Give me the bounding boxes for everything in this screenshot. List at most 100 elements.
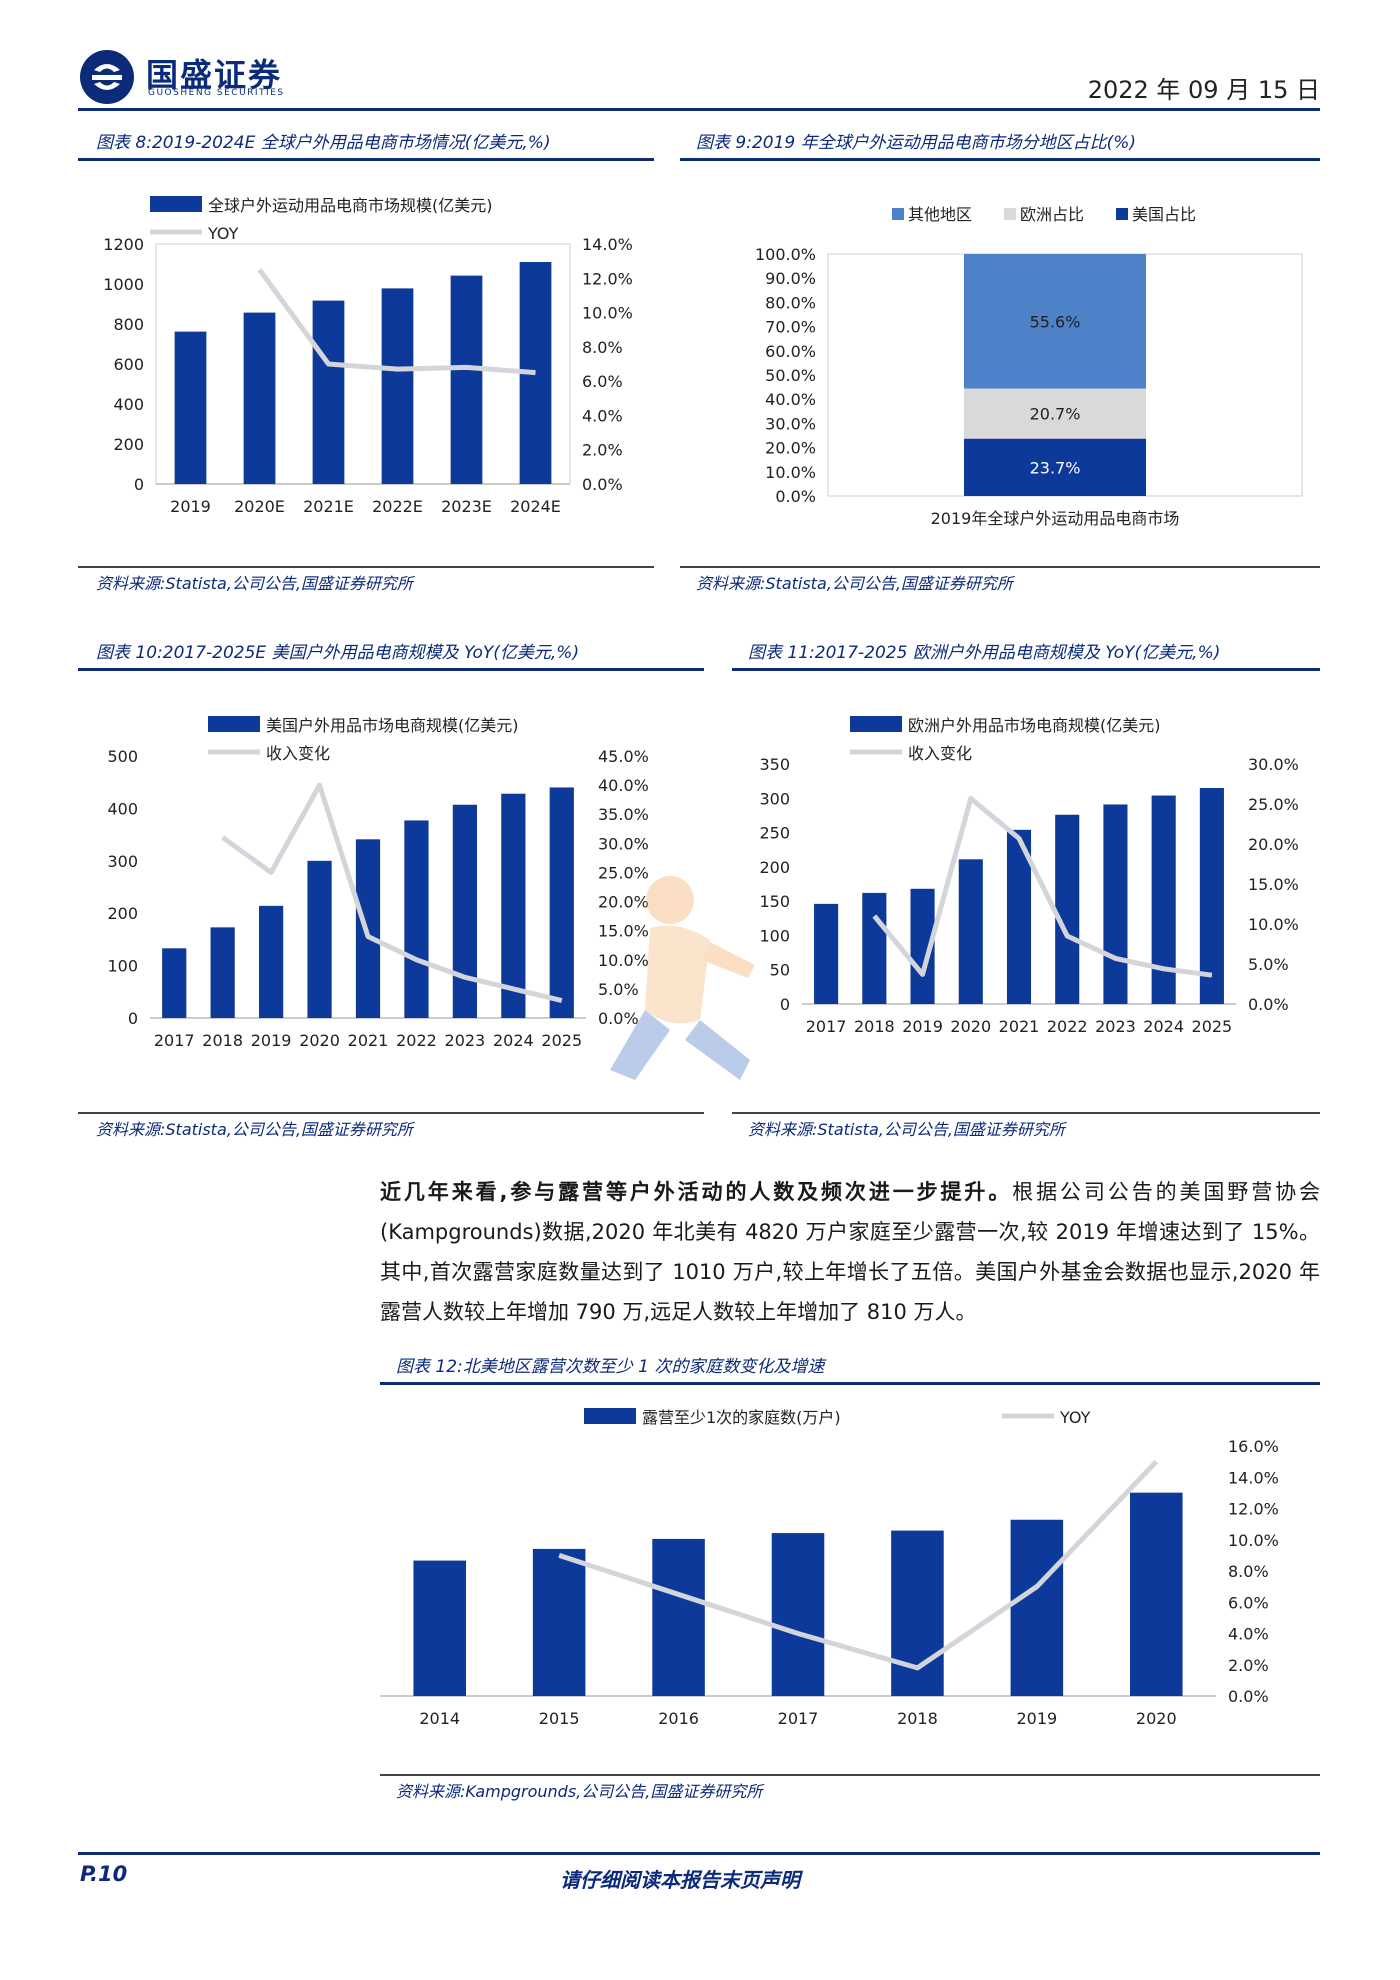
x-tick-label: 2020 xyxy=(1136,1709,1177,1728)
y2-tick-label: 10.0% xyxy=(598,951,649,970)
y2-tick-label: 30.0% xyxy=(598,834,649,853)
fig12-bottom-rule xyxy=(380,1774,1320,1776)
x-tick-label: 2020E xyxy=(234,497,285,516)
fig11-title: 图表 11:2017-2025 欧洲户外用品电商规模及 YoY(亿美元,%) xyxy=(748,643,1221,663)
segment-data-label: 23.7% xyxy=(1030,458,1081,477)
y2-tick-label: 12.0% xyxy=(582,269,633,288)
fig10-source: 资料来源:Statista,公司公告,国盛证券研究所 xyxy=(96,1120,413,1139)
legend-label: 美国占比 xyxy=(1132,205,1196,224)
legend-label-bar: 全球户外运动用品电商市场规模(亿美元) xyxy=(208,196,493,215)
y-tick-label: 90.0% xyxy=(765,269,816,288)
fig9-title: 图表 9:2019 年全球户外运动用品电商市场分地区占比(%) xyxy=(696,133,1137,153)
fig9-source: 资料来源:Statista,公司公告,国盛证券研究所 xyxy=(696,574,1013,593)
fig8-bottom-rule xyxy=(78,566,654,568)
x-tick-label: 2019 xyxy=(170,497,211,516)
guosheng-logo-icon xyxy=(80,50,134,104)
header-rule xyxy=(78,108,1320,111)
y2-tick-label: 2.0% xyxy=(1228,1656,1269,1675)
fig12-top-rule xyxy=(380,1382,1320,1385)
y-tick-label: 0.0% xyxy=(775,487,816,506)
y2-tick-label: 14.0% xyxy=(582,235,633,254)
y2-tick-label: 40.0% xyxy=(598,776,649,795)
footer-disclaimer: 请仔细阅读本报告末页声明 xyxy=(560,1868,800,1892)
y-tick-label: 0 xyxy=(780,995,790,1014)
y-tick-label: 10.0% xyxy=(765,463,816,482)
y-tick-label: 0 xyxy=(128,1009,138,1028)
x-tick-label: 2022 xyxy=(396,1031,437,1050)
yoy-line xyxy=(257,268,536,376)
page-number: P.10 xyxy=(80,1862,128,1886)
bar xyxy=(771,1533,825,1696)
y2-tick-label: 15.0% xyxy=(1248,875,1299,894)
legend-label-line: YOY xyxy=(1059,1408,1091,1427)
y-tick-label: 800 xyxy=(113,315,144,334)
x-tick-label: 2019 xyxy=(251,1031,292,1050)
y2-tick-label: 25.0% xyxy=(598,863,649,882)
y-tick-label: 500 xyxy=(107,747,138,766)
fig9-chart: 0.0% 10.0% 20.0% 30.0% 40.0% 50.0% 60.0% 70.0% 8… xyxy=(755,205,1303,528)
x-tick-label: 2017 xyxy=(154,1031,195,1050)
fig10-chart: 0 100 200 300 400 500 0.0% 5.0% 10.0% 15.0% 20.0% 2… xyxy=(107,716,649,1050)
legend-swatch-bar xyxy=(584,1408,636,1424)
y2-tick-label: 8.0% xyxy=(1228,1562,1269,1581)
y2-tick-label: 6.0% xyxy=(582,372,623,391)
plot-frame xyxy=(155,243,571,485)
y-tick-label: 1000 xyxy=(103,275,144,294)
bar xyxy=(862,892,887,1004)
y2-tick-label: 20.0% xyxy=(598,893,649,912)
bar xyxy=(1199,788,1224,1004)
fig8-chart: 0 200 400 600 800 1000 1200 0.0% 2.0% 4.0% 6.0% 8.0… xyxy=(103,196,633,516)
y-tick-label: 1200 xyxy=(103,235,144,254)
y2-tick-label: 30.0% xyxy=(1248,755,1299,774)
y2-tick-label: 14.0% xyxy=(1228,1468,1279,1487)
legend-label-bar: 欧洲户外用品市场电商规模(亿美元) xyxy=(908,716,1161,735)
legend-swatch-bar xyxy=(850,716,902,732)
yoy-line xyxy=(221,782,563,1003)
legend-label-bar: 美国户外用品市场电商规模(亿美元) xyxy=(266,716,519,735)
y2-tick-label: 16.0% xyxy=(1228,1437,1279,1456)
y-tick-label: 200 xyxy=(113,435,144,454)
y-tick-label: 300 xyxy=(107,852,138,871)
y-tick-label: 200 xyxy=(759,858,790,877)
fig9-bottom-rule xyxy=(680,566,1320,568)
legend-swatch-bar xyxy=(208,716,260,732)
bar xyxy=(652,1538,705,1696)
bar xyxy=(174,331,207,484)
y-tick-label: 350 xyxy=(759,755,790,774)
y-tick-label: 40.0% xyxy=(765,390,816,409)
bar xyxy=(814,903,839,1004)
body-text: 根据公司公告的美国野营协会(Kampgrounds)数据,2020 年北美有 4… xyxy=(380,1180,1320,1324)
stacked-segment xyxy=(964,254,1146,389)
y2-tick-label: 5.0% xyxy=(1248,955,1289,974)
bar xyxy=(891,1530,944,1696)
logo-subtext: GUOSHENG SECURITIES xyxy=(148,88,285,98)
y-tick-label: 250 xyxy=(759,824,790,843)
y2-tick-label: 5.0% xyxy=(598,980,639,999)
logo-text: 国盛证券 xyxy=(146,56,283,94)
y2-tick-label: 20.0% xyxy=(1248,835,1299,854)
stacked-segment xyxy=(964,388,1146,439)
bar xyxy=(1130,1492,1183,1696)
x-tick-label: 2024 xyxy=(1143,1017,1184,1036)
x-tick-label: 2016 xyxy=(658,1709,699,1728)
y-tick-label: 70.0% xyxy=(765,318,816,337)
report-date: 2022 年 09 月 15 日 xyxy=(1087,76,1320,104)
y-tick-label: 100.0% xyxy=(755,245,816,264)
fig11-chart: 0 50 100 150 200 250 300 350 0.0% 5.0% 10.0% 15.0% 2… xyxy=(759,716,1299,1036)
y-tick-label: 400 xyxy=(107,799,138,818)
y2-tick-label: 45.0% xyxy=(598,747,649,766)
fig9-top-rule xyxy=(680,158,1320,161)
bar xyxy=(1151,795,1176,1004)
y2-tick-label: 0.0% xyxy=(1228,1687,1269,1706)
fig8-source: 资料来源:Statista,公司公告,国盛证券研究所 xyxy=(96,574,413,593)
y2-tick-label: 2.0% xyxy=(582,441,623,460)
bar xyxy=(1010,1519,1064,1696)
y2-tick-label: 4.0% xyxy=(582,406,623,425)
x-tick-label: 2020 xyxy=(950,1017,991,1036)
segment-data-label: 55.6% xyxy=(1030,312,1081,331)
y-tick-label: 0 xyxy=(134,475,144,494)
y-tick-label: 80.0% xyxy=(765,293,816,312)
y-tick-label: 50 xyxy=(770,961,790,980)
bar xyxy=(210,927,235,1018)
y2-tick-label: 4.0% xyxy=(1228,1625,1269,1644)
